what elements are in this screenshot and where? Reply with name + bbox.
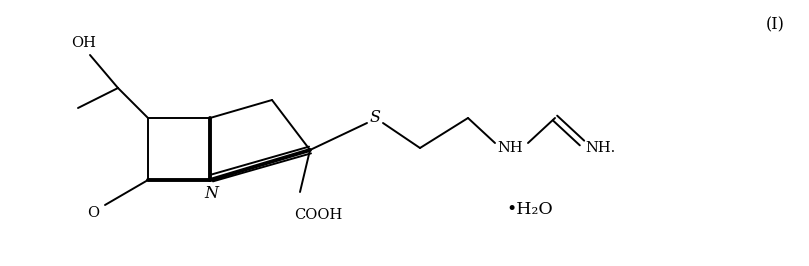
Text: COOH: COOH <box>294 208 342 222</box>
Text: NH.: NH. <box>585 141 615 155</box>
Text: (I): (I) <box>765 16 785 34</box>
Text: N: N <box>204 185 218 202</box>
Text: OH: OH <box>71 36 96 50</box>
Text: •H₂O: •H₂O <box>506 202 553 218</box>
Text: O: O <box>87 206 99 220</box>
Text: S: S <box>370 110 380 127</box>
Text: NH: NH <box>498 141 523 155</box>
